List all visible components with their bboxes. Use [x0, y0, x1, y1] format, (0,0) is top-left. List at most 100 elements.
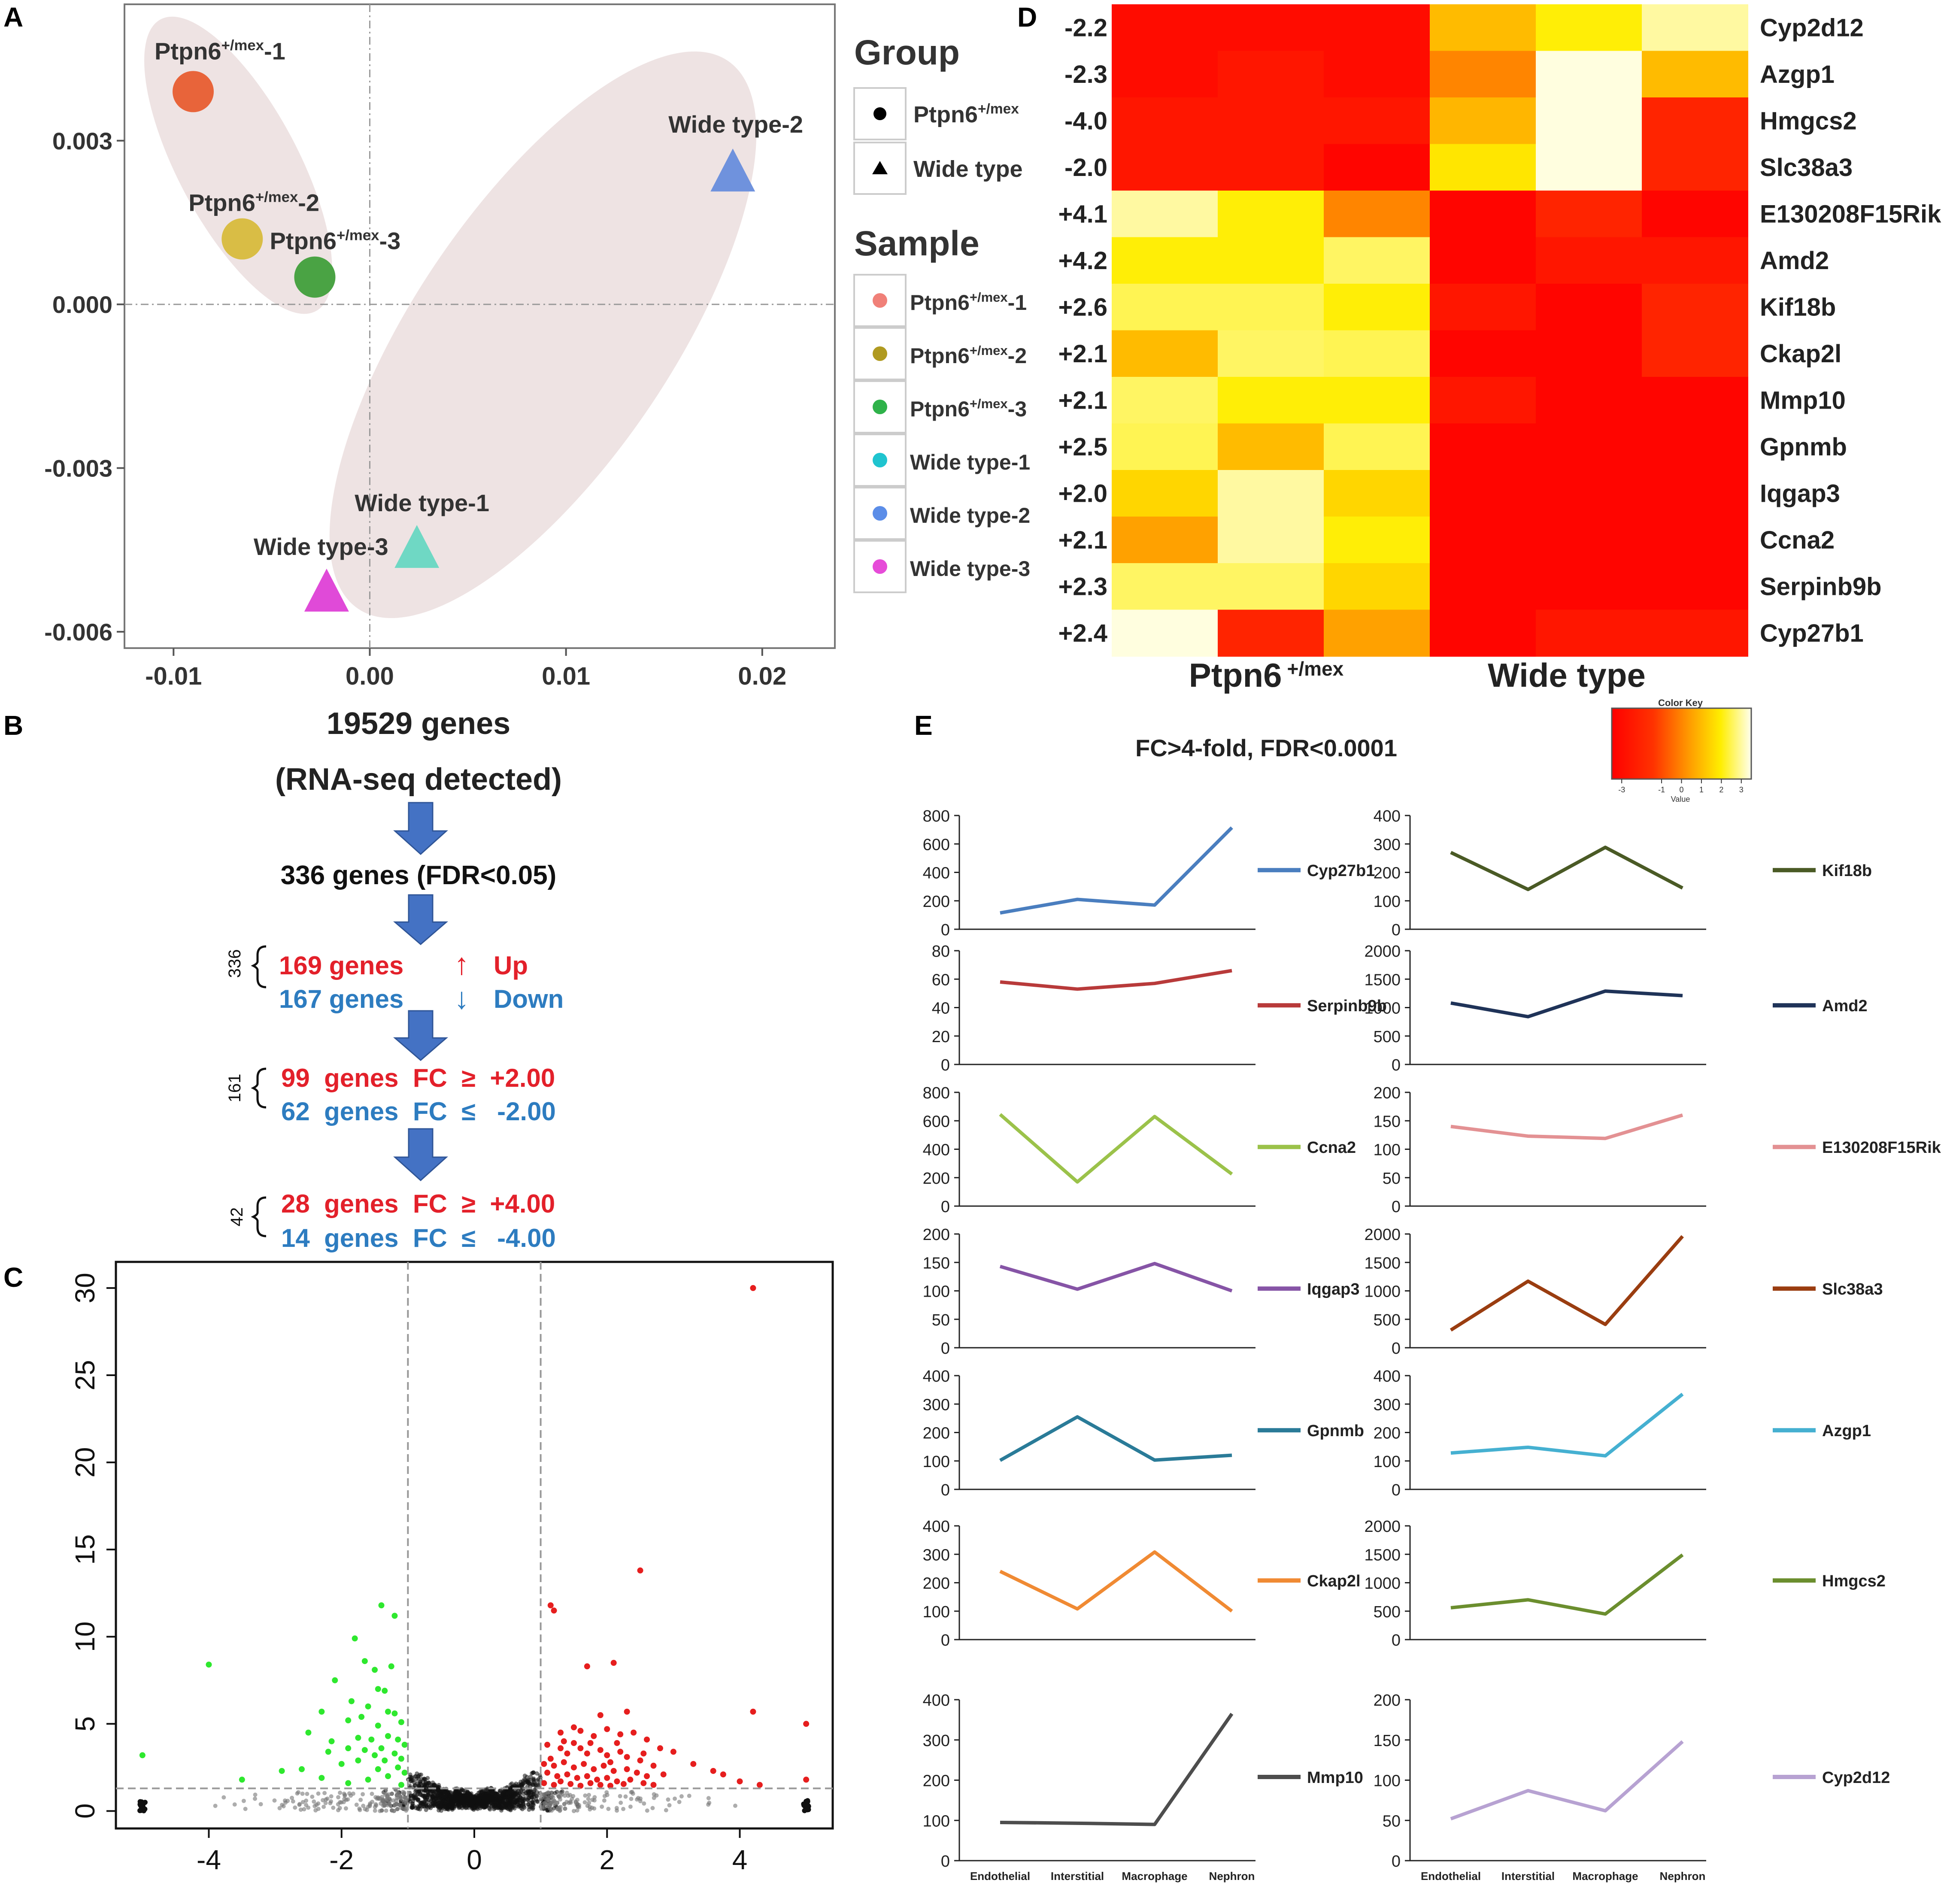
volcano-point-ns: [423, 1780, 428, 1785]
volcano-point-down: [352, 1635, 358, 1642]
line-chart-y-tick-label: 100: [1374, 893, 1401, 911]
line-legend-label: Cyp2d12: [1822, 1769, 1890, 1787]
line-chart-category-label: Nephron: [1209, 1870, 1255, 1883]
pca-point-label-suffix: -1: [264, 37, 285, 64]
legend-sample-key: [853, 434, 907, 487]
heatmap-cell: [1642, 284, 1748, 331]
volcano-point-up: [541, 1780, 547, 1786]
volcano-point-ns: [461, 1798, 466, 1803]
pca-point-ptpn6-1: [173, 71, 214, 112]
heatmap-fold-change: +2.5: [1058, 433, 1108, 461]
legend-triangle-icon: [872, 161, 888, 174]
volcano-point-low: [337, 1806, 342, 1810]
volcano-point-ns: [534, 1771, 539, 1776]
heatmap-cell: [1536, 609, 1642, 657]
volcano-point-ns: [522, 1789, 527, 1794]
heatmap-group-wide-type: Wide type: [1488, 656, 1646, 694]
volcano-point-low: [629, 1797, 634, 1801]
line-legend-label: Hmgcs2: [1822, 1572, 1886, 1590]
pca-point-label: Ptpn6+/mex-1: [155, 37, 285, 64]
volcano-point-edge: [806, 1807, 811, 1813]
volcano-point-edge: [802, 1808, 807, 1813]
heatmap-fold-change: +2.1: [1058, 526, 1108, 554]
volcano-point-down: [395, 1736, 401, 1743]
volcano-point-ns: [465, 1800, 470, 1805]
volcano-point-low: [652, 1795, 656, 1800]
volcano-point-down: [375, 1722, 381, 1729]
line-chart-category-label: Nephron: [1660, 1870, 1706, 1883]
pca-point-ptpn6-3: [294, 256, 336, 298]
heatmap-cell: [1642, 97, 1748, 145]
color-key-ticks: -3 -1 0 1 2 3: [1618, 779, 1744, 794]
legend-sample-label-base: Wide type-3: [910, 557, 1030, 581]
line-chart-y-tick-label: 100: [923, 1453, 950, 1471]
panel-label-e: E: [914, 710, 933, 741]
heatmap-cell: [1112, 330, 1218, 377]
volcano-point-ns: [502, 1795, 507, 1800]
line-chart-y-tick-label: 0: [941, 1852, 950, 1871]
heatmap-cell: [1324, 516, 1430, 564]
volcano-point-ns: [463, 1806, 468, 1810]
volcano-point-low: [394, 1798, 399, 1803]
volcano-point-ns: [424, 1804, 429, 1808]
volcano-point-down: [328, 1738, 335, 1744]
volcano-point-ns: [496, 1802, 500, 1807]
volcano-point-up: [558, 1745, 564, 1752]
legend-sample-label: Wide type-2: [910, 503, 1030, 528]
volcano-point-up: [544, 1770, 551, 1776]
volcano-point-up: [624, 1708, 630, 1715]
volcano-point-up: [544, 1742, 551, 1748]
volcano-point-ns: [411, 1785, 415, 1790]
pca-y-tick-label: -0.006: [44, 618, 112, 646]
legend-sample-dot: [873, 293, 887, 308]
line-series-ccna2: [999, 1113, 1233, 1184]
legend-circle-icon: [873, 107, 886, 120]
heat-layer: -2.2 Cyp2d12 -2.3 Azgp1 -4.0 Hmgcs2 -2.0 Slc38a…: [1058, 4, 1941, 657]
heatmap-row-label: Cyp27b1: [1760, 619, 1864, 647]
line-chart-y-tick-label: 100: [923, 1603, 950, 1621]
volcano-point-low: [621, 1807, 626, 1811]
volcano-point-up: [587, 1780, 594, 1786]
volcano-point-low: [304, 1803, 309, 1807]
volcano-point-low: [618, 1794, 622, 1798]
legend-sample-dot: [873, 400, 887, 414]
volcano-point-low: [370, 1800, 375, 1804]
volcano-point-low: [577, 1803, 582, 1807]
volcano-point-ns: [415, 1781, 420, 1786]
volcano-point-ns: [531, 1770, 536, 1775]
volcano-point-low: [297, 1802, 302, 1807]
volcano-point-low: [316, 1807, 321, 1811]
line-chart-y-tick-label: 100: [1374, 1141, 1401, 1159]
volcano-point-low: [606, 1807, 611, 1811]
volcano-point-low: [575, 1808, 579, 1813]
volcano-point-ns: [443, 1804, 448, 1808]
legend-group-label: Wide type: [913, 156, 1023, 182]
pca-point-label: Wide type-3: [254, 533, 388, 560]
line-chart-y-tick-label: 100: [1374, 1772, 1401, 1790]
volcano-point-low: [664, 1808, 668, 1813]
heatmap-cell: [1324, 284, 1430, 331]
heatmap-cell: [1324, 609, 1430, 657]
volcano-point-up: [567, 1781, 574, 1787]
heatmap-row-label: Slc38a3: [1760, 154, 1853, 182]
line-chart-y-tick-label: 0: [1392, 1631, 1401, 1649]
volcano-point-low: [558, 1804, 563, 1809]
up-tag: Up: [494, 951, 528, 980]
volcano-point-low: [253, 1792, 258, 1797]
volcano-point-low: [602, 1794, 607, 1798]
heatmap-cell: [1642, 237, 1748, 284]
volcano-point-down: [361, 1747, 368, 1753]
volcano-point-low: [667, 1803, 672, 1807]
volcano-point-down: [372, 1667, 378, 1673]
line-chart-category-label: Endothelial: [970, 1870, 1030, 1883]
group-336: 336 169 genes 167 genes ↑ ↓ Up Down: [225, 945, 564, 1015]
volcano-point-ns: [489, 1789, 494, 1793]
volcano-point-low: [673, 1796, 677, 1801]
volcano-point-down: [385, 1708, 391, 1715]
line-chart-y-tick-label: 800: [923, 807, 950, 825]
heatmap-cell: [1430, 191, 1536, 238]
line-chart-y-tick-label: 2000: [1364, 1226, 1401, 1244]
volcano-point-ns: [458, 1798, 462, 1802]
heatmap-cell: [1324, 4, 1430, 52]
